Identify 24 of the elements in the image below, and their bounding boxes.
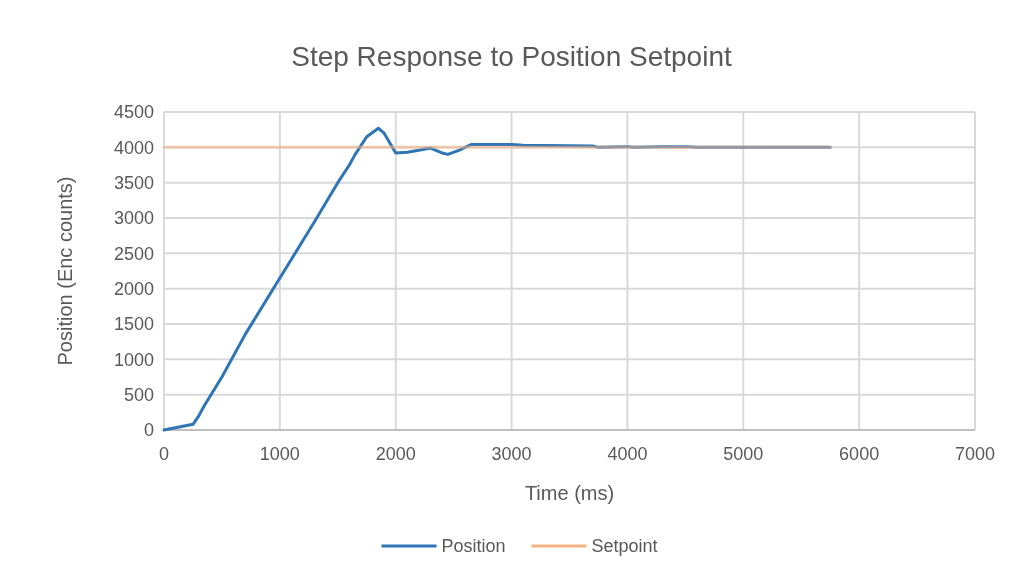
x-tick-label: 7000 xyxy=(954,444,996,464)
x-tick-label: 6000 xyxy=(839,444,880,464)
x-tick-label: 4000 xyxy=(607,444,648,464)
y-tick-label: 2500 xyxy=(113,243,154,264)
x-tick-label: 3000 xyxy=(491,444,532,464)
y-tick-label: 1000 xyxy=(113,349,154,370)
x-tick-label: 5000 xyxy=(723,444,764,464)
y-tick-label: 0 xyxy=(143,420,154,441)
y-tick-label: 3000 xyxy=(113,208,154,229)
x-axis-title: Time (ms) xyxy=(524,482,615,504)
y-tick-label: 500 xyxy=(123,384,154,405)
y-tick-label: 4000 xyxy=(113,137,154,158)
x-tick-label: 0 xyxy=(158,444,170,464)
y-tick-label: 1500 xyxy=(113,314,154,335)
line-series xyxy=(162,126,832,432)
y-tick-label: 4500 xyxy=(113,102,154,123)
legend-label: Setpoint xyxy=(591,536,658,557)
y-tick-label: 2000 xyxy=(113,278,154,299)
x-tick-label: 1000 xyxy=(259,444,300,464)
chart-title: Step Response to Position Setpoint xyxy=(291,41,732,72)
y-tick-label: 3500 xyxy=(113,172,154,193)
legend-label: Position xyxy=(441,536,506,557)
x-tick-label: 2000 xyxy=(375,444,416,464)
y-axis-title: Position (Enc counts) xyxy=(54,176,76,366)
